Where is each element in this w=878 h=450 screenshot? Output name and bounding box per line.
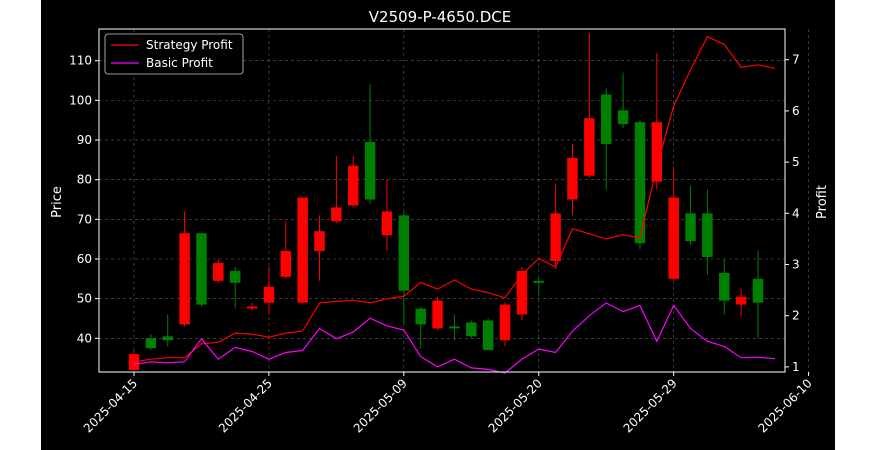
- candle-body: [550, 213, 561, 261]
- candle-body: [466, 322, 477, 337]
- candle-body: [213, 262, 224, 281]
- y-tick-label: 50: [77, 292, 92, 306]
- y2-tick-label: 1: [792, 360, 800, 374]
- candle-body: [364, 142, 376, 200]
- candle-body: [600, 94, 612, 144]
- chart-title: V2509-P-4650.DCE: [369, 8, 511, 26]
- candle-body: [482, 320, 494, 351]
- legend: Strategy Profit Basic Profit: [104, 33, 244, 75]
- candle-body: [499, 304, 511, 341]
- candle-body: [280, 251, 292, 277]
- candle-body: [415, 308, 426, 325]
- legend-label-basic: Basic Profit: [146, 56, 213, 70]
- candle-body: [702, 213, 713, 258]
- y2-axis-label: Profit: [815, 185, 830, 219]
- y2-tick-label: 4: [792, 206, 800, 220]
- candle-body: [752, 278, 764, 303]
- plot-area-border: [98, 28, 786, 373]
- candle-body: [314, 231, 325, 252]
- profit-lines: [133, 35, 776, 374]
- y-axis-label: Price: [50, 186, 65, 218]
- candle-body: [229, 270, 241, 283]
- candle-body: [668, 197, 679, 279]
- candle-body: [567, 157, 578, 200]
- candle-body: [617, 110, 629, 125]
- candle-body: [297, 197, 308, 303]
- candle-body: [432, 300, 443, 329]
- y-tick-label: 80: [77, 173, 92, 187]
- candle-body: [263, 286, 275, 303]
- candle-body: [145, 338, 157, 349]
- candle-body: [735, 296, 747, 305]
- y-tick-label: 70: [77, 212, 92, 226]
- y2-tick-label: 6: [792, 104, 800, 118]
- candle-body: [331, 207, 342, 222]
- candle-body: [533, 280, 544, 283]
- candle-body: [348, 165, 359, 206]
- y2-tick-label: 7: [792, 53, 800, 67]
- candle-body: [162, 336, 173, 341]
- y-tick-label: 110: [69, 54, 92, 68]
- y-tick-label: 90: [77, 133, 92, 147]
- candle-body: [179, 233, 190, 325]
- candle-body: [685, 213, 696, 242]
- strategy-profit-line: [133, 35, 776, 363]
- candles: [128, 32, 764, 371]
- candle-body: [398, 215, 410, 291]
- y2-tick-label: 5: [792, 155, 800, 169]
- candle-body: [719, 272, 730, 301]
- candle-body: [634, 122, 646, 244]
- candle-body: [449, 326, 460, 329]
- candle-body: [584, 118, 595, 176]
- candle-body: [246, 306, 258, 309]
- y2-tick-label: 2: [792, 309, 800, 323]
- legend-box: [104, 33, 244, 75]
- y-tick-label: 60: [77, 252, 92, 266]
- basic-profit-line: [133, 302, 775, 374]
- legend-label-strategy: Strategy Profit: [146, 38, 233, 52]
- y-tick-label: 100: [69, 93, 92, 107]
- candle-body: [516, 270, 528, 315]
- y-tick-label: 40: [77, 331, 92, 345]
- candle-body: [128, 354, 140, 371]
- candle-body: [381, 211, 393, 236]
- candle-body: [651, 122, 663, 182]
- candle-body: [196, 233, 207, 305]
- y2-tick-label: 3: [792, 257, 800, 271]
